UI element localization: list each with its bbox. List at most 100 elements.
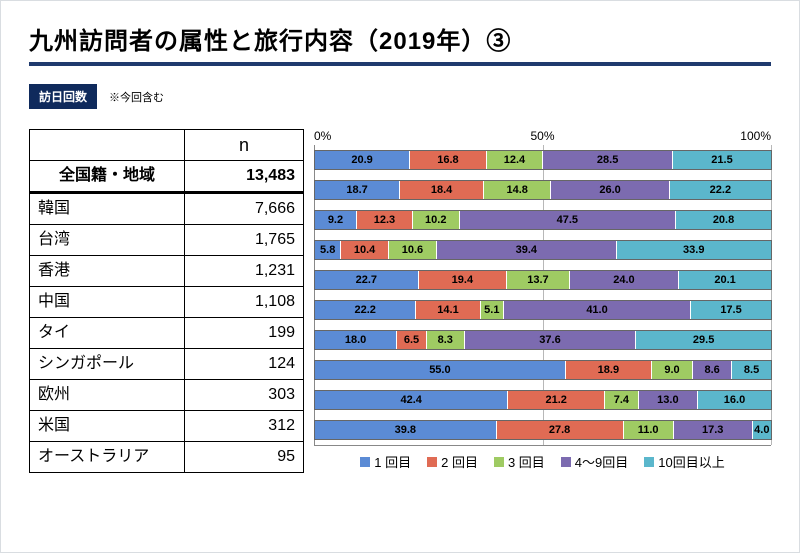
bar-row: 9.212.310.247.520.8	[315, 205, 771, 235]
row-name: タイ	[30, 318, 185, 349]
bar-segment: 20.8	[676, 211, 771, 229]
bar-segment: 21.2	[508, 391, 605, 409]
bar-segment: 20.9	[315, 151, 410, 169]
row-n: 312	[185, 411, 304, 442]
bar-segment: 18.9	[566, 361, 652, 379]
row-n: 95	[185, 442, 304, 473]
table-row: 韓国7,666	[30, 193, 304, 225]
bar-segment: 19.4	[419, 271, 508, 289]
legend-label: 10回目以上	[658, 452, 724, 471]
bar-segment: 26.0	[551, 181, 669, 199]
bar-segment: 9.0	[652, 361, 693, 379]
stacked-bar: 9.212.310.247.520.8	[315, 211, 771, 229]
legend-swatch	[427, 457, 437, 467]
legend-item: 10回目以上	[644, 452, 724, 471]
bar-segment: 14.8	[484, 181, 551, 199]
bar-row: 55.018.99.08.68.5	[315, 355, 771, 385]
bar-row: 18.718.414.826.022.2	[315, 175, 771, 205]
legend-label: 1 回目	[374, 452, 411, 471]
page-title: 九州訪問者の属性と旅行内容（2019年）③	[29, 21, 771, 56]
legend-swatch	[494, 457, 504, 467]
data-table: n 全国籍・地域13,483韓国7,666台湾1,765香港1,231中国1,1…	[29, 129, 304, 473]
stacked-bar: 55.018.99.08.68.5	[315, 361, 771, 379]
row-name: 米国	[30, 411, 185, 442]
bar-segment: 55.0	[315, 361, 566, 379]
stacked-bar: 22.719.413.724.020.1	[315, 271, 771, 289]
row-n: 1,108	[185, 287, 304, 318]
bar-segment: 5.8	[315, 241, 341, 259]
stacked-bar: 18.718.414.826.022.2	[315, 181, 771, 199]
bar-segment: 22.2	[315, 301, 416, 319]
bar-segment: 41.0	[504, 301, 691, 319]
bar-segment: 16.8	[410, 151, 487, 169]
section-note: ※今回含む	[109, 89, 164, 105]
row-n: 13,483	[185, 161, 304, 193]
bar-segment: 9.2	[315, 211, 357, 229]
bar-segment: 21.5	[673, 151, 771, 169]
row-name: シンガポール	[30, 349, 185, 380]
bar-segment: 11.0	[624, 421, 674, 439]
legend-label: 2 回目	[441, 452, 478, 471]
bar-segment: 5.1	[481, 301, 504, 319]
stacked-bar: 18.06.58.337.629.5	[315, 331, 771, 349]
bar-segment: 47.5	[460, 211, 677, 229]
bar-segment: 13.0	[639, 391, 698, 409]
bar-segment: 33.9	[617, 241, 771, 259]
table-row: オーストラリア95	[30, 442, 304, 473]
bar-segment: 8.3	[427, 331, 465, 349]
gridline	[771, 145, 772, 445]
row-name: オーストラリア	[30, 442, 185, 473]
bar-segment: 22.2	[670, 181, 771, 199]
legend-swatch	[644, 457, 654, 467]
data-table-body: 全国籍・地域13,483韓国7,666台湾1,765香港1,231中国1,108…	[30, 161, 304, 473]
row-name: 中国	[30, 287, 185, 318]
bar-segment: 37.6	[465, 331, 637, 349]
axis-tick: 100%	[740, 129, 771, 143]
bar-segment: 8.6	[693, 361, 732, 379]
stacked-bar: 20.916.812.428.521.5	[315, 151, 771, 169]
stacked-bar: 42.421.27.413.016.0	[315, 391, 771, 409]
row-n: 124	[185, 349, 304, 380]
table-row: 欧州303	[30, 380, 304, 411]
row-n: 303	[185, 380, 304, 411]
bar-row: 18.06.58.337.629.5	[315, 325, 771, 355]
bar-row: 39.827.811.017.34.0	[315, 415, 771, 445]
row-n: 1,765	[185, 225, 304, 256]
bar-segment: 18.7	[315, 181, 400, 199]
axis-tick: 50%	[530, 129, 554, 143]
bar-segment: 39.8	[315, 421, 497, 439]
table-row: シンガポール124	[30, 349, 304, 380]
bar-segment: 12.4	[487, 151, 543, 169]
bar-segment: 16.0	[698, 391, 771, 409]
bar-segment: 17.3	[674, 421, 753, 439]
bar-segment: 10.6	[389, 241, 437, 259]
chart-legend: 1 回目2 回目3 回目4～9回目10回目以上	[314, 452, 771, 471]
bar-segment: 24.0	[570, 271, 680, 289]
stacked-bar: 5.810.410.639.433.9	[315, 241, 771, 259]
bar-segment: 10.4	[341, 241, 388, 259]
legend-item: 2 回目	[427, 452, 478, 471]
row-n: 199	[185, 318, 304, 349]
bar-segment: 29.5	[636, 331, 771, 349]
bar-segment: 17.5	[691, 301, 771, 319]
bar-row: 22.719.413.724.020.1	[315, 265, 771, 295]
row-name: 香港	[30, 256, 185, 287]
table-row: 香港1,231	[30, 256, 304, 287]
row-name: 欧州	[30, 380, 185, 411]
bar-segment: 6.5	[397, 331, 427, 349]
stacked-bar-chart: 0%50%100% 20.916.812.428.521.518.718.414…	[314, 129, 771, 473]
table-row: 中国1,108	[30, 287, 304, 318]
stacked-bar: 22.214.15.141.017.5	[315, 301, 771, 319]
bar-row: 5.810.410.639.433.9	[315, 235, 771, 265]
legend-item: 3 回目	[494, 452, 545, 471]
table-row: 全国籍・地域13,483	[30, 161, 304, 193]
badge-row: 訪日回数 ※今回含む	[29, 84, 771, 109]
chart-x-axis: 0%50%100%	[314, 129, 771, 145]
bar-row: 20.916.812.428.521.5	[315, 145, 771, 175]
bar-segment: 42.4	[315, 391, 508, 409]
section-badge: 訪日回数	[29, 84, 97, 109]
bar-segment: 14.1	[416, 301, 480, 319]
slide-page: 九州訪問者の属性と旅行内容（2019年）③ 訪日回数 ※今回含む n 全国籍・地…	[0, 0, 800, 553]
bar-segment: 22.7	[315, 271, 419, 289]
bar-segment: 7.4	[605, 391, 639, 409]
